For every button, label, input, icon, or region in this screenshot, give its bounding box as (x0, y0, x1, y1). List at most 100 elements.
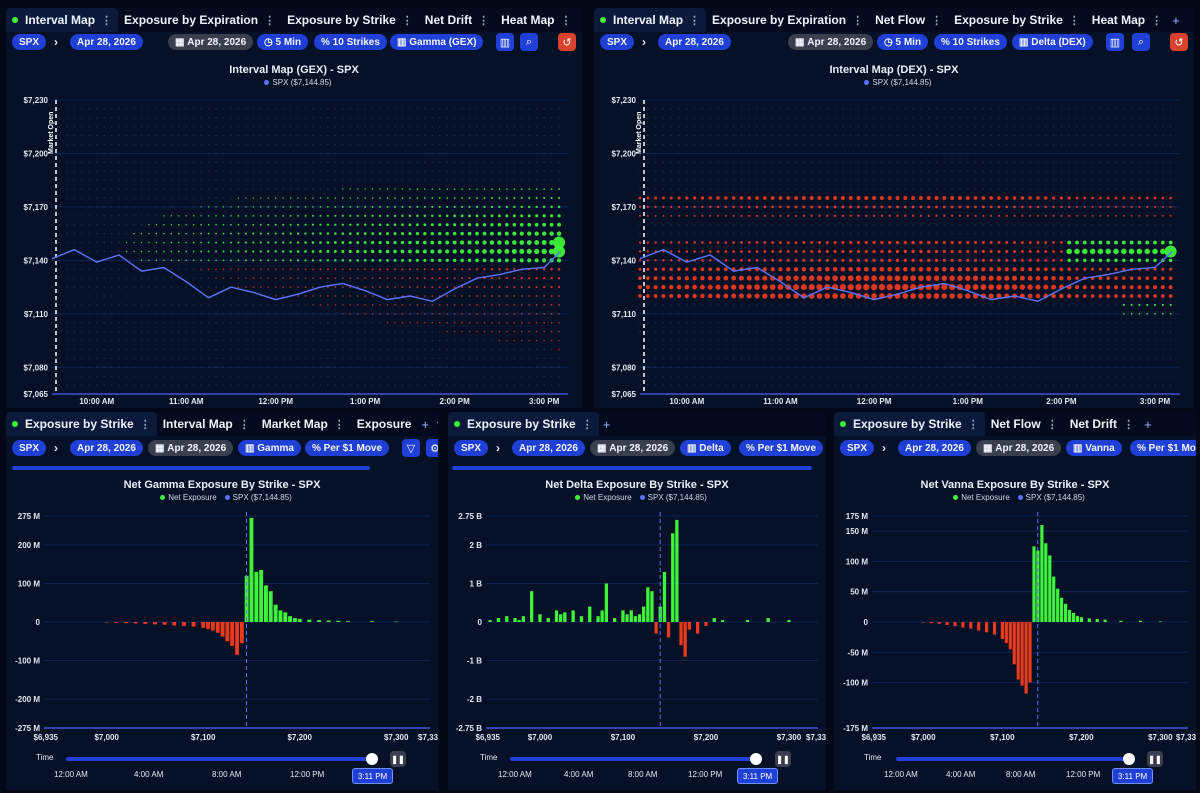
add-tab-icon[interactable]: + (581, 13, 582, 28)
tab-exposure-by-expiration[interactable]: Exposure by Expiration ⋮ (118, 8, 281, 32)
chart-type-button[interactable]: ▥ (496, 33, 514, 51)
per-move-pill[interactable]: % Per $1 Move (305, 440, 390, 456)
interval-pill[interactable]: ◷ 5 Min (257, 34, 309, 50)
search-button[interactable]: ⌕ (520, 33, 538, 51)
exposure-dot (155, 339, 158, 342)
chart-type-button[interactable]: ▥ (1106, 33, 1124, 51)
exposure-dot (222, 135, 225, 137)
exposure-dot (543, 304, 545, 306)
exposure-dot (873, 170, 875, 172)
tab-net-drift[interactable]: Net Drift ⋮ (1064, 412, 1140, 436)
per-move-pill[interactable]: % Per $1 Move (1130, 440, 1196, 456)
pause-button[interactable]: ❚❚ (775, 751, 791, 767)
calendar-date-pill[interactable]: ▦ Apr 28, 2026 (590, 440, 676, 456)
tab-exposure-by-strike[interactable]: Exposure by Strike ⋮ (948, 8, 1086, 32)
per-move-pill[interactable]: % Per $1 Move (739, 440, 824, 456)
kebab-icon[interactable]: ⋮ (689, 14, 701, 27)
kebab-icon[interactable]: ⋮ (401, 14, 413, 27)
symbol-pill[interactable]: SPX (12, 440, 47, 456)
exposure-dot (863, 283, 870, 291)
add-tab-icon[interactable]: + (421, 416, 430, 432)
add-tab-icon[interactable]: + (1172, 12, 1180, 28)
exposure-dot (1028, 241, 1032, 244)
metric-pill[interactable]: ▥ Gamma (238, 440, 301, 456)
kebab-icon[interactable]: ⋮ (139, 418, 151, 431)
metric-pill[interactable]: ▥ Delta (680, 440, 731, 456)
tab-net-flow[interactable]: Net Flow ⋮ (869, 8, 948, 32)
metric-pill[interactable]: ▥ Gamma (GEX) (390, 34, 484, 50)
tab-net-flow[interactable]: Net Flow ⋮ (985, 412, 1064, 436)
metric-pill[interactable]: ▥ Vanna (1066, 440, 1122, 456)
exposure-dot (764, 135, 766, 137)
interval-pill[interactable]: ◷ 5 Min (877, 34, 929, 50)
kebab-icon[interactable]: ⋮ (1123, 418, 1135, 431)
tab-interval-map[interactable]: Interval Map ⋮ (157, 412, 256, 436)
add-tab-icon[interactable]: + (1144, 416, 1152, 432)
exposure-dot (476, 357, 478, 360)
reset-button[interactable]: ↺ (1170, 33, 1188, 51)
metric-pill[interactable]: ▥ Delta (DEX) (1012, 34, 1093, 50)
tab-market-map[interactable]: Market Map ⋮ (256, 412, 351, 436)
tab-exposure-by-strike[interactable]: Exposure by Strike ⋮ (448, 412, 599, 436)
kebab-icon[interactable]: ⋮ (1151, 14, 1163, 27)
calendar-date-pill[interactable]: ▦ Apr 28, 2026 (168, 34, 254, 50)
date-pill[interactable]: Apr 28, 2026 (70, 34, 143, 50)
time-track[interactable] (896, 757, 1130, 761)
calendar-date-pill[interactable]: ▦ Apr 28, 2026 (788, 34, 874, 50)
strikes-pill[interactable]: % 10 Strikes (314, 34, 387, 50)
date-pill[interactable]: Apr 28, 2026 (512, 440, 585, 456)
exposure-dot (222, 241, 225, 244)
time-knob[interactable] (1123, 753, 1135, 765)
pause-button[interactable]: ❚❚ (390, 751, 406, 767)
exposure-dot (1153, 267, 1157, 271)
date-pill[interactable]: Apr 28, 2026 (658, 34, 731, 50)
strikes-pill[interactable]: % 10 Strikes (934, 34, 1007, 50)
tab-exposure-by-strike[interactable]: Exposure by Strike ⋮ (281, 8, 419, 32)
add-tab-icon[interactable]: + (602, 416, 611, 432)
exposure-dot (96, 384, 98, 386)
symbol-pill[interactable]: SPX (600, 34, 635, 50)
calendar-date-pill[interactable]: ▦ Apr 28, 2026 (148, 440, 234, 456)
calendar-date-pill[interactable]: ▦ Apr 28, 2026 (976, 440, 1062, 456)
time-knob[interactable] (366, 753, 378, 765)
filter-button[interactable]: ▽ (402, 439, 420, 457)
kebab-icon[interactable]: ⋮ (581, 418, 593, 431)
exposure-dot (386, 117, 389, 119)
exposure-dot (297, 170, 299, 172)
settings-button[interactable]: ⚙ (426, 439, 438, 457)
kebab-icon[interactable]: ⋮ (264, 14, 276, 27)
tab-heat-map[interactable]: Heat Map ⋮ (495, 8, 577, 32)
tab-exposure-by-strike[interactable]: Exposure by Strike ⋮ (6, 412, 157, 436)
tab-exposure-by-expiration[interactable]: Exposure by Expiration ⋮ (706, 8, 869, 32)
time-knob[interactable] (750, 753, 762, 765)
tab-heat-map[interactable]: Heat Map ⋮ (1086, 8, 1168, 32)
time-track[interactable] (66, 757, 374, 761)
kebab-icon[interactable]: ⋮ (101, 14, 113, 27)
kebab-icon[interactable]: ⋮ (478, 14, 490, 27)
symbol-pill[interactable]: SPX (454, 440, 489, 456)
date-pill[interactable]: Apr 28, 2026 (70, 440, 143, 456)
kebab-icon[interactable]: ⋮ (1046, 418, 1058, 431)
reset-button[interactable]: ↺ (558, 33, 576, 51)
tab-exposure-by-strike[interactable]: Exposure by Strike ⋮ (834, 412, 985, 436)
tab-exposure[interactable]: Exposure (351, 412, 418, 436)
exposure-dot (252, 331, 254, 333)
tab-interval-map[interactable]: Interval Map ⋮ (6, 8, 119, 32)
tab-interval-map[interactable]: Interval Map ⋮ (594, 8, 707, 32)
metric-label: Gamma (257, 442, 294, 454)
symbol-pill[interactable]: SPX (12, 34, 47, 50)
kebab-icon[interactable]: ⋮ (333, 418, 345, 431)
kebab-icon[interactable]: ⋮ (967, 418, 979, 431)
kebab-icon[interactable]: ⋮ (852, 14, 864, 27)
time-track[interactable] (510, 757, 760, 761)
pause-button[interactable]: ❚❚ (1147, 751, 1163, 767)
kebab-icon[interactable]: ⋮ (238, 418, 250, 431)
kebab-icon[interactable]: ⋮ (560, 14, 572, 27)
date-pill[interactable]: Apr 28, 2026 (898, 440, 971, 456)
symbol-pill[interactable]: SPX (840, 440, 875, 456)
search-button[interactable]: ⌕ (1132, 33, 1150, 51)
chevron-down-icon[interactable]: ▾ (437, 419, 438, 430)
kebab-icon[interactable]: ⋮ (1068, 14, 1080, 27)
kebab-icon[interactable]: ⋮ (931, 14, 943, 27)
tab-net-drift[interactable]: Net Drift ⋮ (419, 8, 495, 32)
